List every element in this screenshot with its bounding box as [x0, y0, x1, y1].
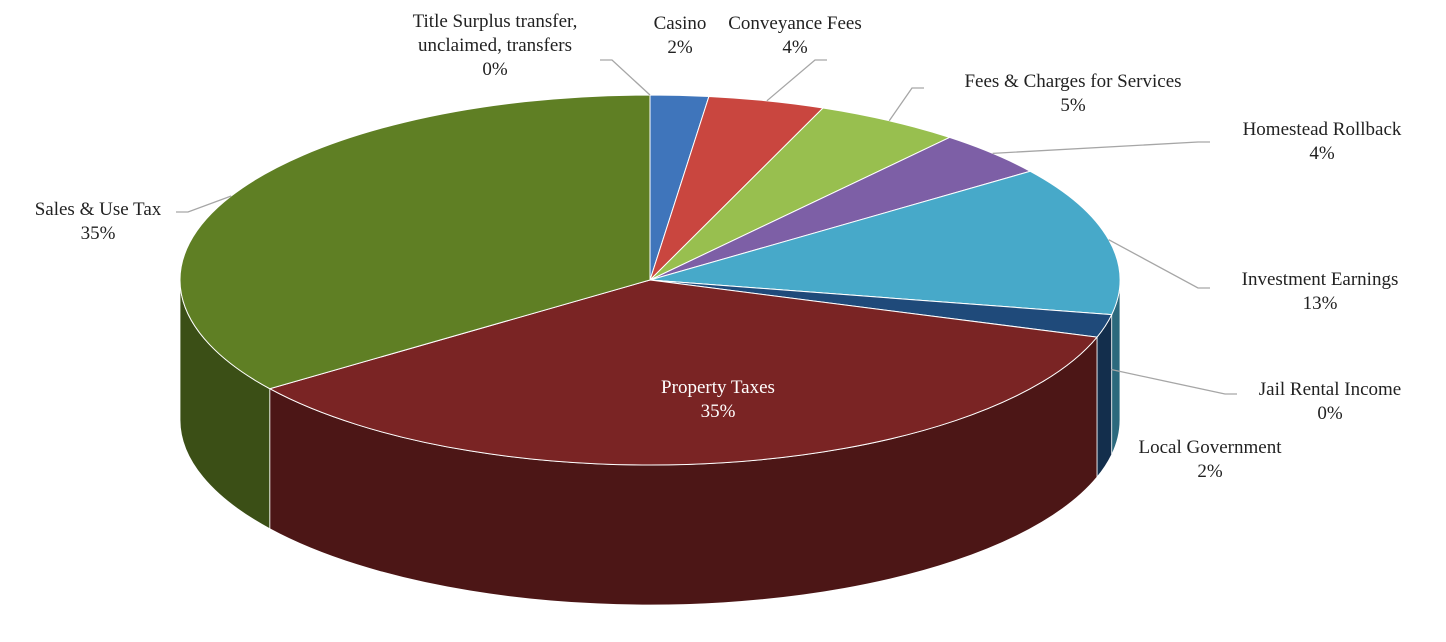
slice-value: 2%	[667, 37, 693, 58]
slice-value: 35%	[700, 401, 736, 422]
slice-value: 0%	[482, 59, 508, 80]
slice-side	[1096, 314, 1113, 479]
leader-line	[1108, 239, 1210, 289]
leader-line	[766, 59, 827, 102]
leader-line	[888, 87, 924, 122]
slice-label: Casino	[653, 13, 707, 34]
slice	[179, 94, 651, 390]
slice-label: Sales & Use Tax	[34, 199, 162, 220]
slice-value: 4%	[1309, 143, 1335, 164]
slice-value: 4%	[782, 37, 808, 58]
leader-line	[176, 195, 232, 213]
slice-value: 2%	[1197, 461, 1223, 482]
slice-value: 13%	[1302, 293, 1338, 314]
leader-line	[992, 141, 1210, 155]
slice-value: 35%	[80, 223, 116, 244]
slice-label: Local Government	[1138, 437, 1282, 458]
slice	[268, 279, 1098, 466]
slice-label: Title Surplus transfer, unclaimed, trans…	[412, 11, 578, 56]
slice-label: Jail Rental Income	[1258, 379, 1402, 400]
slice	[649, 107, 951, 281]
leader-line	[1111, 369, 1237, 395]
slice-label: Fees & Charges for Services	[964, 71, 1182, 92]
slice-label: Homestead Rollback	[1242, 119, 1402, 140]
slice-value: 0%	[1317, 403, 1343, 424]
slice-value: 5%	[1060, 95, 1086, 116]
slice-label: Conveyance Fees	[728, 13, 862, 34]
slice-label: Investment Earnings	[1241, 269, 1399, 290]
leader-line	[600, 59, 651, 96]
slice-label: Property Taxes	[661, 377, 775, 398]
